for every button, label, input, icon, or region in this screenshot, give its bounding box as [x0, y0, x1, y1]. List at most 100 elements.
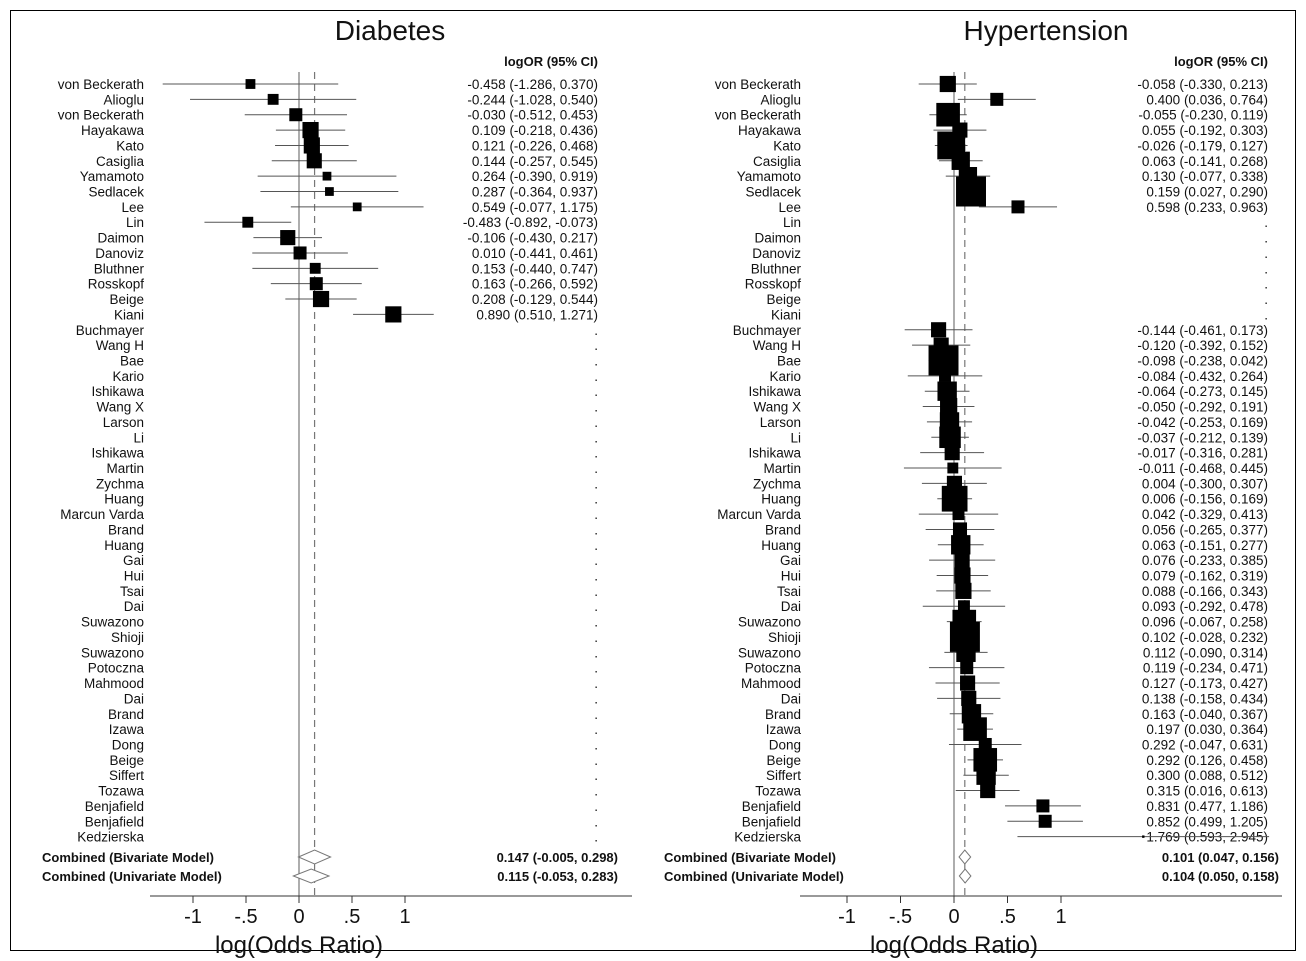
study-label: Zychma [96, 476, 145, 491]
study-label: Rosskopf [745, 277, 802, 292]
study-label: Li [133, 430, 144, 445]
study-estimate-marker [944, 445, 960, 461]
study-estimate-marker [954, 567, 971, 584]
study-ci-text: . [594, 353, 598, 368]
study-label: Daimon [754, 231, 801, 246]
study-ci-text: . [594, 369, 598, 384]
study-label: Ishikawa [748, 446, 801, 461]
combined-ci-text: 0.147 (-0.005, 0.298) [497, 850, 618, 865]
study-label: Danoviz [752, 246, 801, 261]
study-label: Benjafield [742, 799, 801, 814]
study-ci-text: 0.400 (0.036, 0.764) [1146, 92, 1268, 107]
study-label: Ishikawa [748, 384, 801, 399]
study-label: Benjafield [85, 799, 144, 814]
study-ci-text: 0.042 (-0.329, 0.413) [1142, 507, 1268, 522]
study-label: Ishikawa [91, 384, 144, 399]
study-ci-text: . [594, 323, 598, 338]
study-ci-text: 0.056 (-0.265, 0.377) [1142, 522, 1268, 537]
study-label: Benjafield [85, 814, 144, 829]
study-label: Wang X [96, 400, 144, 415]
study-ci-text: 0.004 (-0.300, 0.307) [1142, 476, 1268, 491]
study-ci-text: . [1264, 261, 1268, 276]
study-estimate-marker [963, 717, 987, 741]
study-label: Wang H [753, 338, 801, 353]
study-ci-text: . [594, 737, 598, 752]
study-label: Yamamoto [737, 169, 801, 184]
study-ci-text: -0.037 (-0.212, 0.139) [1137, 430, 1268, 445]
figure-frame [10, 10, 1296, 951]
study-ci-text: 0.292 (-0.047, 0.631) [1142, 737, 1268, 752]
study-label: Martin [106, 461, 144, 476]
study-estimate-marker [267, 93, 279, 105]
study-label: Lee [778, 200, 801, 215]
panel-title: Hypertension [964, 15, 1129, 46]
study-label: Alioglu [103, 92, 144, 107]
study-label: Benjafield [742, 814, 801, 829]
study-label: Suwazono [81, 615, 144, 630]
study-ci-text: . [1264, 307, 1268, 322]
study-ci-text: 0.138 (-0.158, 0.434) [1142, 691, 1268, 706]
study-label: Ishikawa [91, 446, 144, 461]
study-estimate-marker [306, 153, 322, 169]
study-label: Brand [108, 707, 144, 722]
study-label: Lin [126, 215, 144, 230]
study-ci-text: -0.011 (-0.468, 0.445) [1138, 461, 1268, 476]
x-axis-label: log(Odds Ratio) [870, 932, 1038, 959]
study-ci-text: 0.093 (-0.292, 0.478) [1142, 599, 1268, 614]
study-label: Bluthner [94, 261, 145, 276]
study-label: Brand [765, 522, 801, 537]
combined-label: Combined (Bivariate Model) [42, 850, 214, 865]
study-label: Daimon [97, 231, 144, 246]
x-tick-label: .5 [344, 906, 361, 928]
study-ci-text: . [594, 784, 598, 799]
study-label: Buchmayer [76, 323, 145, 338]
study-label: Kario [112, 369, 144, 384]
study-ci-text: . [594, 630, 598, 645]
study-label: Kato [773, 138, 801, 153]
study-ci-text: . [594, 338, 598, 353]
study-ci-text: . [594, 830, 598, 845]
study-label: Zychma [753, 476, 802, 491]
study-ci-text: . [594, 476, 598, 491]
study-ci-text: -0.144 (-0.461, 0.173) [1137, 323, 1268, 338]
study-label: Larson [103, 415, 144, 430]
study-ci-text: 0.144 (-0.257, 0.545) [472, 154, 598, 169]
study-label: Tsai [777, 584, 801, 599]
study-label: Lin [783, 215, 801, 230]
study-label: Siffert [109, 768, 144, 783]
study-label: Suwazono [738, 645, 801, 660]
study-label: Dai [124, 599, 144, 614]
study-ci-text: -0.042 (-0.253, 0.169) [1137, 415, 1268, 430]
study-label: Dong [112, 737, 144, 752]
study-ci-text: . [594, 384, 598, 399]
study-label: Huang [761, 492, 801, 507]
study-ci-text: 0.088 (-0.166, 0.343) [1142, 584, 1268, 599]
study-label: Izawa [109, 722, 145, 737]
study-label: Bluthner [751, 261, 802, 276]
study-ci-text: 0.112 (-0.090, 0.314) [1143, 645, 1268, 660]
study-label: Kedzierska [734, 830, 801, 845]
study-ci-text: -0.458 (-1.286, 0.370) [467, 77, 598, 92]
study-ci-text: . [594, 599, 598, 614]
study-label: Potoczna [88, 661, 145, 676]
study-label: Dai [781, 599, 801, 614]
study-ci-text: -0.106 (-0.430, 0.217) [467, 231, 598, 246]
study-ci-text: . [594, 430, 598, 445]
study-label: Martin [763, 461, 801, 476]
study-label: Yamamoto [80, 169, 144, 184]
study-estimate-marker [955, 582, 972, 599]
study-ci-text: 0.287 (-0.364, 0.937) [472, 185, 598, 200]
study-label: Brand [765, 707, 801, 722]
study-estimate-marker [939, 369, 951, 382]
study-ci-text: 0.102 (-0.028, 0.232) [1142, 630, 1268, 645]
combined-diamond [958, 849, 972, 865]
study-label: Beige [766, 753, 801, 768]
study-label: Wang X [753, 400, 801, 415]
combined-diamond [958, 868, 972, 884]
study-ci-text: 0.063 (-0.151, 0.277) [1142, 538, 1268, 553]
study-ci-text: . [594, 661, 598, 676]
study-ci-text: 0.159 (0.027, 0.290) [1146, 185, 1268, 200]
study-label: Kedzierska [77, 830, 144, 845]
study-label: Hayakawa [81, 123, 145, 138]
